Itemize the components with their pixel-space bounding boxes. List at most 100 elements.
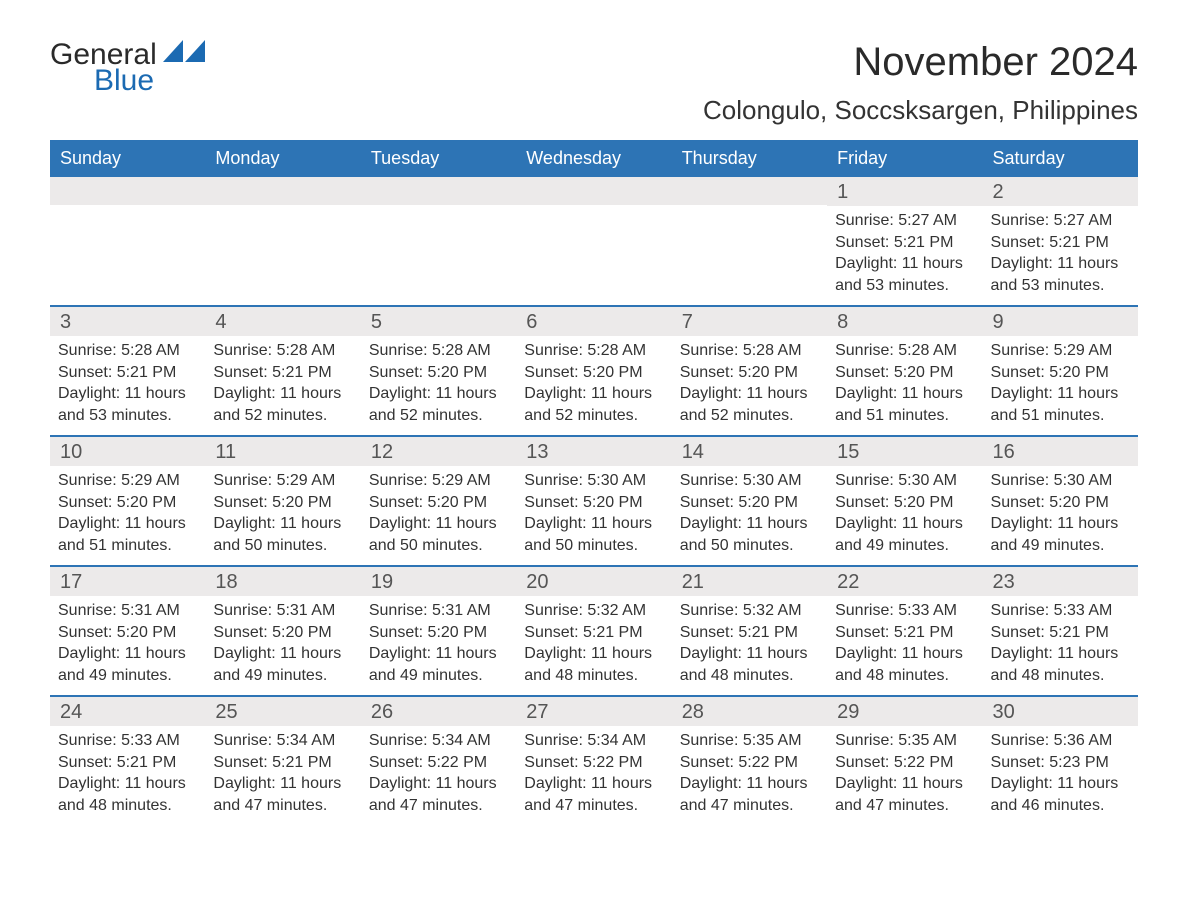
day-cell: 7Sunrise: 5:28 AMSunset: 5:20 PMDaylight… [672, 307, 827, 435]
sunset-text: Sunset: 5:22 PM [369, 752, 508, 774]
day-number: 17 [60, 571, 195, 594]
weekday-wednesday: Wednesday [516, 140, 671, 177]
title-block: November 2024 Colongulo, Soccsksargen, P… [703, 40, 1138, 126]
day-number-bar: 22 [827, 567, 982, 596]
day-cell: 27Sunrise: 5:34 AMSunset: 5:22 PMDayligh… [516, 697, 671, 825]
sunset-text: Sunset: 5:21 PM [58, 362, 197, 384]
day-cell [672, 177, 827, 305]
day-body: Sunrise: 5:30 AMSunset: 5:20 PMDaylight:… [983, 466, 1138, 556]
day-body: Sunrise: 5:28 AMSunset: 5:20 PMDaylight:… [361, 336, 516, 426]
day-body: Sunrise: 5:35 AMSunset: 5:22 PMDaylight:… [672, 726, 827, 816]
sunrise-text: Sunrise: 5:28 AM [524, 340, 663, 362]
day-cell: 9Sunrise: 5:29 AMSunset: 5:20 PMDaylight… [983, 307, 1138, 435]
day-number: 3 [60, 311, 195, 334]
daylight-text: Daylight: 11 hours and 52 minutes. [213, 383, 352, 426]
day-number-bar: 3 [50, 307, 205, 336]
day-body: Sunrise: 5:36 AMSunset: 5:23 PMDaylight:… [983, 726, 1138, 816]
day-cell: 12Sunrise: 5:29 AMSunset: 5:20 PMDayligh… [361, 437, 516, 565]
sunrise-text: Sunrise: 5:35 AM [680, 730, 819, 752]
week-row: 3Sunrise: 5:28 AMSunset: 5:21 PMDaylight… [50, 305, 1138, 435]
day-cell: 30Sunrise: 5:36 AMSunset: 5:23 PMDayligh… [983, 697, 1138, 825]
daylight-text: Daylight: 11 hours and 52 minutes. [369, 383, 508, 426]
sunset-text: Sunset: 5:20 PM [835, 492, 974, 514]
daylight-text: Daylight: 11 hours and 50 minutes. [213, 513, 352, 556]
weekday-thursday: Thursday [672, 140, 827, 177]
sunrise-text: Sunrise: 5:28 AM [835, 340, 974, 362]
day-body: Sunrise: 5:31 AMSunset: 5:20 PMDaylight:… [361, 596, 516, 686]
day-number-bar: 21 [672, 567, 827, 596]
daylight-text: Daylight: 11 hours and 49 minutes. [213, 643, 352, 686]
sunrise-text: Sunrise: 5:28 AM [369, 340, 508, 362]
weekday-monday: Monday [205, 140, 360, 177]
day-cell: 4Sunrise: 5:28 AMSunset: 5:21 PMDaylight… [205, 307, 360, 435]
day-cell [205, 177, 360, 305]
day-cell: 20Sunrise: 5:32 AMSunset: 5:21 PMDayligh… [516, 567, 671, 695]
weeks-container: 1Sunrise: 5:27 AMSunset: 5:21 PMDaylight… [50, 177, 1138, 825]
day-cell: 1Sunrise: 5:27 AMSunset: 5:21 PMDaylight… [827, 177, 982, 305]
day-cell: 22Sunrise: 5:33 AMSunset: 5:21 PMDayligh… [827, 567, 982, 695]
daylight-text: Daylight: 11 hours and 48 minutes. [991, 643, 1130, 686]
day-body: Sunrise: 5:28 AMSunset: 5:21 PMDaylight:… [50, 336, 205, 426]
day-number: 15 [837, 441, 972, 464]
sunset-text: Sunset: 5:20 PM [991, 492, 1130, 514]
calendar: Sunday Monday Tuesday Wednesday Thursday… [50, 140, 1138, 825]
day-number-bar: 15 [827, 437, 982, 466]
day-cell: 16Sunrise: 5:30 AMSunset: 5:20 PMDayligh… [983, 437, 1138, 565]
sunrise-text: Sunrise: 5:30 AM [991, 470, 1130, 492]
weekday-tuesday: Tuesday [361, 140, 516, 177]
sunrise-text: Sunrise: 5:28 AM [680, 340, 819, 362]
day-body: Sunrise: 5:29 AMSunset: 5:20 PMDaylight:… [361, 466, 516, 556]
day-cell: 15Sunrise: 5:30 AMSunset: 5:20 PMDayligh… [827, 437, 982, 565]
day-body: Sunrise: 5:35 AMSunset: 5:22 PMDaylight:… [827, 726, 982, 816]
daylight-text: Daylight: 11 hours and 53 minutes. [58, 383, 197, 426]
sunset-text: Sunset: 5:22 PM [524, 752, 663, 774]
day-number: 9 [993, 311, 1128, 334]
logo-triangle-icon [163, 40, 205, 67]
day-number: 5 [371, 311, 506, 334]
sunrise-text: Sunrise: 5:27 AM [991, 210, 1130, 232]
day-cell: 21Sunrise: 5:32 AMSunset: 5:21 PMDayligh… [672, 567, 827, 695]
day-cell: 19Sunrise: 5:31 AMSunset: 5:20 PMDayligh… [361, 567, 516, 695]
day-body: Sunrise: 5:31 AMSunset: 5:20 PMDaylight:… [205, 596, 360, 686]
daylight-text: Daylight: 11 hours and 47 minutes. [524, 773, 663, 816]
day-number: 12 [371, 441, 506, 464]
day-number: 20 [526, 571, 661, 594]
day-number: 18 [215, 571, 350, 594]
day-number-bar: 13 [516, 437, 671, 466]
sunset-text: Sunset: 5:20 PM [213, 622, 352, 644]
sunset-text: Sunset: 5:21 PM [58, 752, 197, 774]
sunset-text: Sunset: 5:20 PM [369, 492, 508, 514]
sunrise-text: Sunrise: 5:31 AM [58, 600, 197, 622]
daylight-text: Daylight: 11 hours and 49 minutes. [991, 513, 1130, 556]
sunset-text: Sunset: 5:20 PM [369, 622, 508, 644]
day-cell: 28Sunrise: 5:35 AMSunset: 5:22 PMDayligh… [672, 697, 827, 825]
day-number: 30 [993, 701, 1128, 724]
daylight-text: Daylight: 11 hours and 50 minutes. [524, 513, 663, 556]
day-number-bar: 26 [361, 697, 516, 726]
day-number: 24 [60, 701, 195, 724]
day-number-bar: 28 [672, 697, 827, 726]
day-number-bar: 11 [205, 437, 360, 466]
sunrise-text: Sunrise: 5:34 AM [524, 730, 663, 752]
day-number-bar: 14 [672, 437, 827, 466]
daylight-text: Daylight: 11 hours and 53 minutes. [835, 253, 974, 296]
sunrise-text: Sunrise: 5:33 AM [58, 730, 197, 752]
empty-day-bar [516, 177, 671, 205]
day-cell: 6Sunrise: 5:28 AMSunset: 5:20 PMDaylight… [516, 307, 671, 435]
sunrise-text: Sunrise: 5:29 AM [213, 470, 352, 492]
logo-text-block: General Blue [50, 40, 205, 96]
sunset-text: Sunset: 5:20 PM [680, 362, 819, 384]
day-number: 25 [215, 701, 350, 724]
sunrise-text: Sunrise: 5:30 AM [680, 470, 819, 492]
day-number: 16 [993, 441, 1128, 464]
day-number: 7 [682, 311, 817, 334]
day-number-bar: 8 [827, 307, 982, 336]
daylight-text: Daylight: 11 hours and 48 minutes. [680, 643, 819, 686]
day-number-bar: 20 [516, 567, 671, 596]
day-cell [50, 177, 205, 305]
header: General Blue November 2024 Colongulo, So… [50, 40, 1138, 126]
day-body: Sunrise: 5:33 AMSunset: 5:21 PMDaylight:… [983, 596, 1138, 686]
day-cell [361, 177, 516, 305]
day-number-bar: 4 [205, 307, 360, 336]
day-number-bar: 17 [50, 567, 205, 596]
